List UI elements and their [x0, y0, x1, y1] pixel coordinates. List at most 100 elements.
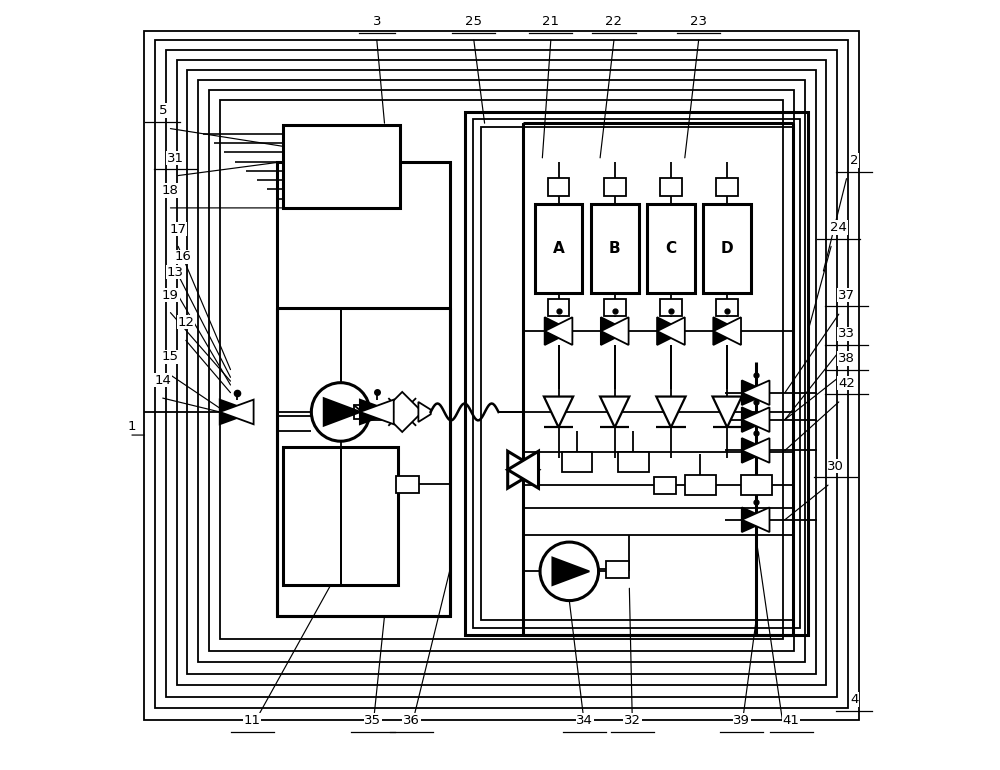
Text: 19: 19	[162, 289, 179, 302]
Text: 11: 11	[244, 714, 261, 727]
Polygon shape	[360, 400, 394, 424]
Bar	[606, 561, 629, 578]
Polygon shape	[552, 557, 589, 585]
Bar	[685, 475, 716, 495]
Bar	[660, 178, 682, 196]
Polygon shape	[508, 451, 538, 488]
Polygon shape	[657, 317, 685, 345]
Text: 31: 31	[167, 152, 184, 165]
Bar	[660, 299, 682, 316]
Polygon shape	[418, 402, 431, 422]
Text: 24: 24	[830, 221, 847, 234]
Circle shape	[540, 542, 599, 601]
Bar	[604, 178, 626, 196]
Bar	[187, 70, 816, 674]
Polygon shape	[545, 317, 572, 345]
Polygon shape	[656, 397, 686, 427]
Bar	[562, 452, 592, 472]
Bar	[277, 162, 450, 616]
Polygon shape	[544, 397, 573, 427]
Polygon shape	[220, 400, 254, 424]
Bar	[220, 100, 783, 639]
Bar	[144, 31, 859, 720]
Text: 32: 32	[624, 714, 641, 727]
Bar	[166, 50, 837, 697]
Text: A: A	[553, 241, 564, 256]
Polygon shape	[742, 507, 770, 532]
Bar	[177, 60, 826, 685]
Polygon shape	[713, 317, 741, 345]
Polygon shape	[601, 317, 629, 345]
Bar	[473, 119, 800, 628]
Polygon shape	[742, 507, 770, 532]
Polygon shape	[742, 407, 770, 432]
Text: 41: 41	[783, 714, 799, 727]
Text: 33: 33	[838, 327, 855, 340]
Text: 25: 25	[465, 15, 482, 28]
Bar	[591, 204, 639, 293]
Polygon shape	[220, 400, 254, 424]
Polygon shape	[742, 438, 770, 463]
Polygon shape	[382, 392, 422, 432]
Bar	[716, 299, 738, 316]
Text: 30: 30	[827, 460, 844, 473]
Text: 5: 5	[158, 104, 167, 117]
Bar	[465, 112, 808, 635]
Circle shape	[311, 383, 370, 441]
Bar	[209, 90, 794, 651]
Polygon shape	[601, 317, 629, 345]
Bar	[396, 476, 419, 493]
Bar	[481, 127, 793, 620]
Bar	[716, 178, 738, 196]
Text: 16: 16	[174, 250, 191, 263]
Text: 12: 12	[177, 316, 194, 329]
Bar	[354, 405, 371, 419]
Text: 4: 4	[850, 693, 858, 706]
Polygon shape	[360, 400, 394, 424]
Polygon shape	[508, 451, 538, 488]
Polygon shape	[742, 438, 770, 463]
Text: 17: 17	[170, 223, 187, 236]
Polygon shape	[657, 317, 685, 345]
Bar	[198, 80, 805, 662]
Bar	[618, 452, 649, 472]
Text: 18: 18	[162, 184, 179, 197]
Bar	[155, 40, 848, 708]
Text: 15: 15	[162, 350, 179, 363]
Text: C: C	[665, 241, 677, 256]
Text: 23: 23	[690, 15, 707, 28]
Bar	[703, 204, 751, 293]
Text: 34: 34	[576, 714, 593, 727]
Text: 1: 1	[128, 420, 136, 433]
Bar	[654, 477, 676, 494]
Text: D: D	[721, 241, 733, 256]
Bar	[604, 299, 626, 316]
Text: 35: 35	[364, 714, 381, 727]
Text: 36: 36	[403, 714, 420, 727]
Text: 42: 42	[838, 377, 855, 390]
Polygon shape	[742, 380, 770, 405]
Bar	[365, 406, 382, 420]
Bar	[535, 204, 582, 293]
Text: 22: 22	[605, 15, 622, 28]
Polygon shape	[713, 317, 741, 345]
Polygon shape	[713, 397, 742, 427]
Bar	[741, 475, 772, 495]
Text: 38: 38	[838, 352, 855, 365]
Polygon shape	[324, 398, 361, 426]
Text: 21: 21	[542, 15, 559, 28]
Polygon shape	[742, 380, 770, 405]
Bar	[283, 447, 398, 585]
Text: 14: 14	[154, 373, 171, 387]
Polygon shape	[545, 317, 572, 345]
Text: 37: 37	[838, 289, 855, 302]
Bar	[548, 299, 569, 316]
Polygon shape	[742, 407, 770, 432]
Bar	[647, 204, 695, 293]
Text: 13: 13	[167, 266, 184, 279]
Polygon shape	[600, 397, 629, 427]
Bar	[548, 178, 569, 196]
Text: B: B	[609, 241, 621, 256]
Text: 3: 3	[373, 15, 381, 28]
Text: 2: 2	[850, 154, 858, 167]
